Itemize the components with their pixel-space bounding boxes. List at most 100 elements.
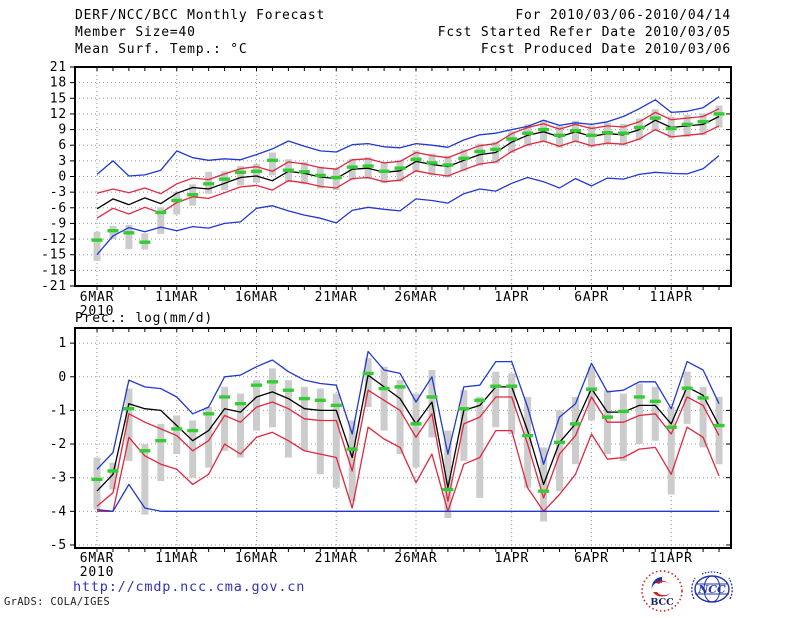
member-spread-bar xyxy=(332,393,340,488)
member-spread-bar xyxy=(316,388,324,475)
y-tick-label: -3 xyxy=(50,185,67,200)
member-spread-bar xyxy=(364,358,372,408)
ncc-logo-laurel-right xyxy=(728,577,733,600)
grads-credit: GrADS: COLA/IGES xyxy=(4,596,110,608)
x-tick-label: 26MAR xyxy=(394,290,437,305)
member-spread-bar xyxy=(380,366,388,431)
minus-spread-line xyxy=(97,426,720,512)
x-tick-label: 21MAR xyxy=(315,551,358,566)
member-spread-bar xyxy=(715,105,723,128)
y-tick-label: 12 xyxy=(50,107,67,122)
y-tick-label: 0 xyxy=(58,370,67,385)
plus-spread-line xyxy=(96,108,720,195)
fcst-started-label: Fcst Started Refer Date 2010/03/05 xyxy=(437,25,731,40)
member-spread-bar xyxy=(587,366,595,421)
member-spread-bar xyxy=(619,393,627,461)
ensemble-max-line xyxy=(96,350,720,470)
member-spread-bar xyxy=(237,393,245,458)
series-lines xyxy=(96,350,720,512)
member-spread-bar xyxy=(205,407,213,468)
member-spread-bar xyxy=(635,383,643,445)
y-tick-label: -5 xyxy=(50,538,67,553)
member-spread-bar xyxy=(572,396,579,465)
bcc-logo-ring xyxy=(641,570,683,612)
x-tick-label: 11MAR xyxy=(155,290,198,305)
member-spread-bar xyxy=(125,224,133,249)
bcc-logo-red-swirl xyxy=(653,592,671,597)
y-tick-label: -12 xyxy=(41,232,67,247)
y-tick-label: -1 xyxy=(50,403,67,418)
member-spread-bar xyxy=(476,396,484,498)
plus-spread-line xyxy=(96,389,720,507)
member-spread-bar xyxy=(253,163,260,183)
member-spread-bar xyxy=(268,368,276,428)
fcst-produced-label: Fcst Produced Date 2010/03/06 xyxy=(480,42,731,57)
member-spread-bar xyxy=(268,152,276,176)
y-tick-label: 6 xyxy=(58,138,67,153)
plot-border xyxy=(74,327,732,549)
temp-chart-title: Mean Surf. Temp.: °C xyxy=(75,42,248,57)
member-spread-bar xyxy=(109,226,117,240)
x-tick-label: 1APR xyxy=(494,290,529,305)
member-spread-bars xyxy=(93,105,723,261)
page-title: DERF/NCC/BCC Monthly Forecast xyxy=(75,8,326,23)
y-tick-label: -15 xyxy=(41,248,67,263)
member-spread-bar xyxy=(157,207,165,234)
member-spread-bar xyxy=(284,380,292,458)
axes xyxy=(70,327,732,552)
member-spread-bar xyxy=(396,380,404,455)
ncc-logo-laurel-left xyxy=(691,577,696,600)
y-tick-label: -6 xyxy=(50,201,67,216)
y-tick-label: -4 xyxy=(50,504,67,519)
x-tick-label: 1APR xyxy=(494,551,529,566)
member-spread-bar xyxy=(492,371,500,428)
y-tick-label: 9 xyxy=(58,123,67,138)
ncc-logo-meridian xyxy=(703,575,721,603)
member-spread-bar xyxy=(173,415,181,455)
member-spread-bar xyxy=(412,393,420,468)
x-tick-label: 16MAR xyxy=(235,551,278,566)
member-spread-bar xyxy=(109,462,117,490)
y-tick-label: 0 xyxy=(58,170,67,185)
series-lines xyxy=(96,96,720,256)
bcc-logo: BCC xyxy=(641,570,683,612)
member-spread-bar xyxy=(253,380,260,431)
minus-spread-line xyxy=(96,125,720,219)
member-spread-bars xyxy=(93,358,723,522)
ensemble-max-line xyxy=(96,96,720,177)
member-spread-bar xyxy=(125,388,133,461)
y-tick-label: -3 xyxy=(50,471,67,486)
y-tick-label: -9 xyxy=(50,216,67,231)
observation-dashes xyxy=(91,112,725,244)
y-tick-label: 18 xyxy=(50,76,67,91)
y-tick-label: -18 xyxy=(41,263,67,278)
x-tick-label: 6MAR xyxy=(80,551,115,566)
x-tick-label: 11APR xyxy=(650,551,693,566)
member-spread-bar xyxy=(221,386,229,451)
y-tick-label: 3 xyxy=(58,154,67,169)
ncc-logo-top-marks xyxy=(701,571,723,575)
member-spread-bar xyxy=(556,410,564,492)
member-spread-bar xyxy=(189,420,197,478)
x-tick-sublabel: 2010 xyxy=(80,565,115,580)
bcc-logo-text: BCC xyxy=(650,597,674,608)
x-tick-label: 11APR xyxy=(650,290,693,305)
member-spread-bar xyxy=(157,423,165,482)
precip-chart-title: Prec.: log(mm/d) xyxy=(75,311,214,326)
ncc-logo: NCC xyxy=(691,571,733,603)
x-tick-label: 11MAR xyxy=(155,551,198,566)
y-tick-label: 1 xyxy=(58,336,67,351)
ensemble-mean-line xyxy=(96,115,720,210)
x-tick-label: 6MAR xyxy=(80,290,115,305)
member-spread-bar xyxy=(93,457,101,510)
cmdp-link[interactable]: http://cmdp.ncc.cma.gov.cn xyxy=(73,579,306,595)
member-spread-bar xyxy=(508,373,516,434)
member-size-label: Member Size=40 xyxy=(75,25,196,40)
y-tick-label: 15 xyxy=(50,91,67,106)
x-tick-sublabel: 2010 xyxy=(80,304,115,319)
y-tick-label: -21 xyxy=(41,279,67,294)
